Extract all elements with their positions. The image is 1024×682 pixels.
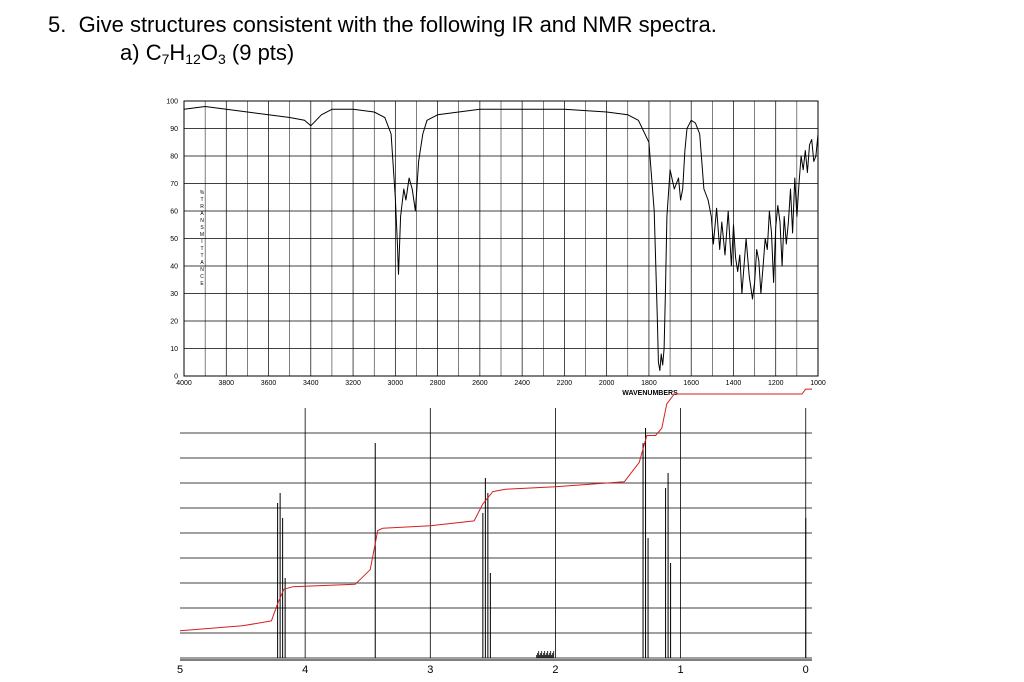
ir-y-tick-label: 60 bbox=[170, 209, 178, 216]
formula-element: C bbox=[145, 40, 162, 65]
nmr-tick-labels: 5 4 3 2 1 0 bbox=[177, 664, 809, 676]
ir-y-axis-letter: I bbox=[201, 239, 202, 245]
points-label: (9 pts) bbox=[231, 40, 295, 65]
ir-y-tick-label: 10 bbox=[170, 346, 178, 353]
ir-x-tick-label: 1800 bbox=[641, 380, 657, 387]
ir-x-tick-label: 2000 bbox=[599, 380, 615, 387]
formula-subscript: 3 bbox=[217, 51, 226, 67]
ir-y-axis-letter: % bbox=[200, 190, 205, 196]
ir-y-tick-label: 20 bbox=[170, 319, 178, 326]
ir-y-tick-label: 40 bbox=[170, 264, 178, 271]
ir-y-axis-letter: R bbox=[200, 204, 204, 210]
nmr-integral-group bbox=[179, 388, 812, 632]
ir-y-tick-label: 30 bbox=[170, 291, 178, 298]
ir-y-axis-letter: N bbox=[200, 267, 204, 273]
ir-y-axis-letter: E bbox=[200, 281, 204, 287]
part-label: a) bbox=[120, 40, 140, 65]
ir-y-axis-letter: T bbox=[200, 246, 203, 252]
ir-x-tick-label: 1600 bbox=[683, 380, 699, 387]
ir-y-tick-label: 80 bbox=[170, 154, 178, 161]
nmr-x-tick-label: 4 bbox=[302, 664, 308, 676]
ir-x-tick-label: 2400 bbox=[514, 380, 530, 387]
ir-x-tick-label: 2800 bbox=[430, 380, 446, 387]
ir-transmittance-series bbox=[183, 106, 819, 371]
ir-y-axis-letter: C bbox=[200, 274, 204, 280]
nmr-x-tick-label: 2 bbox=[552, 664, 558, 676]
ir-x-tick-label: 2600 bbox=[472, 380, 488, 387]
nmr-x-tick-label: 3 bbox=[427, 664, 433, 676]
nmr-peaks-group bbox=[277, 428, 807, 658]
nmr-x-tick-label: 0 bbox=[803, 664, 809, 676]
ir-x-axis-title: WAVENUMBERS bbox=[622, 390, 678, 397]
ir-y-tick-label: 70 bbox=[170, 181, 178, 188]
nmr-grid bbox=[180, 408, 812, 661]
ir-y-tick-label: 50 bbox=[170, 236, 178, 243]
ir-y-axis-letter: A bbox=[200, 211, 204, 217]
ir-y-axis-letter: N bbox=[200, 218, 204, 224]
ir-y-tick-label: 0 bbox=[174, 374, 178, 381]
ir-x-tick-label: 3800 bbox=[218, 380, 234, 387]
nmr-integral-curve bbox=[179, 388, 812, 632]
ir-x-tick-label: 2200 bbox=[557, 380, 573, 387]
ir-x-tick-label: 3000 bbox=[388, 380, 404, 387]
formula-element: H bbox=[169, 40, 186, 65]
ir-x-tick-label: 3400 bbox=[303, 380, 319, 387]
nmr-noise bbox=[536, 651, 555, 658]
nmr-x-tick-label: 1 bbox=[678, 664, 684, 676]
ir-y-tick-label: 100 bbox=[166, 99, 178, 106]
formula-subscript: 7 bbox=[161, 51, 170, 67]
ir-x-tick-label: 1400 bbox=[726, 380, 742, 387]
ir-x-tick-label: 3200 bbox=[345, 380, 361, 387]
ir-x-tick-label: 1200 bbox=[768, 380, 784, 387]
ir-y-axis-letter: M bbox=[200, 232, 204, 238]
ir-y-axis-letter: T bbox=[200, 197, 203, 203]
ir-x-tick-label: 1000 bbox=[810, 380, 826, 387]
question-part: a) C7H12O3 (9 pts) bbox=[120, 40, 294, 72]
question-text: Give structures consistent with the foll… bbox=[78, 12, 717, 37]
question-title: 5. Give structures consistent with the f… bbox=[48, 12, 717, 38]
ir-series-group bbox=[183, 106, 819, 371]
ir-grid bbox=[183, 100, 819, 377]
ir-y-tick-label: 90 bbox=[170, 126, 178, 133]
ir-y-axis-letter: T bbox=[200, 253, 203, 259]
question-number: 5. bbox=[48, 12, 67, 37]
ir-x-tick-label: 4000 bbox=[176, 380, 192, 387]
ir-y-axis-letter: A bbox=[200, 260, 204, 266]
molecular-formula: C7H12O3 bbox=[145, 40, 226, 67]
ir-y-axis-letter: S bbox=[200, 225, 204, 231]
formula-subscript: 12 bbox=[185, 51, 201, 67]
formula-element: O bbox=[200, 40, 218, 65]
ir-x-tick-label: 3600 bbox=[261, 380, 277, 387]
nmr-x-tick-label: 5 bbox=[177, 664, 183, 676]
